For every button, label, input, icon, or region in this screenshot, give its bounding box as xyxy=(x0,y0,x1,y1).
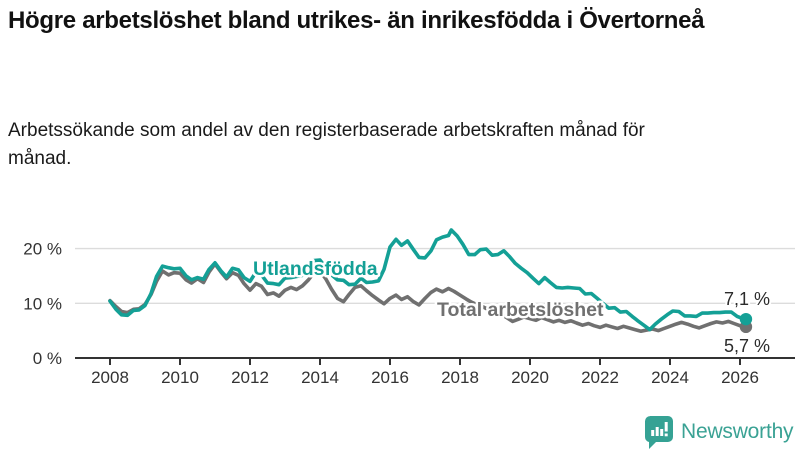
x-tick-label: 2020 xyxy=(511,368,549,387)
page-title: Högre arbetslöshet bland utrikes- än inr… xyxy=(8,7,705,34)
x-tick-label: 2008 xyxy=(91,368,129,387)
end-value-label-total-arbetsloshet: 5,7 % xyxy=(724,336,770,356)
x-tick-label: 2024 xyxy=(651,368,689,387)
x-tick-label: 2018 xyxy=(441,368,479,387)
newsworthy-logo-text: Newsworthy xyxy=(681,420,794,443)
x-tick-label: 2022 xyxy=(581,368,619,387)
x-tick-label: 2026 xyxy=(721,368,759,387)
y-tick-label: 10 % xyxy=(23,294,62,313)
end-value-label-utlandsfodda: 7,1 % xyxy=(724,289,770,309)
y-tick-label: 0 % xyxy=(33,349,62,368)
x-tick-label: 2016 xyxy=(371,368,409,387)
chart-bars-speech-bubble-icon xyxy=(645,415,673,449)
series-line-utlandsfodda xyxy=(108,228,748,332)
x-tick-label: 2014 xyxy=(301,368,339,387)
series-label-utlandsfodda: Utlandsfödda xyxy=(253,258,378,280)
page-subtitle: Arbetssökande som andel av den registerb… xyxy=(8,120,645,169)
newsworthy-logo: Newsworthy xyxy=(645,415,794,449)
series-label-total-arbetsloshet: Total arbetslöshet xyxy=(437,299,604,321)
y-tick-label: 20 % xyxy=(23,240,62,259)
series-end-dot-utlandsfodda xyxy=(739,312,753,326)
x-tick-label: 2010 xyxy=(161,368,199,387)
x-tick-label: 2012 xyxy=(231,368,269,387)
